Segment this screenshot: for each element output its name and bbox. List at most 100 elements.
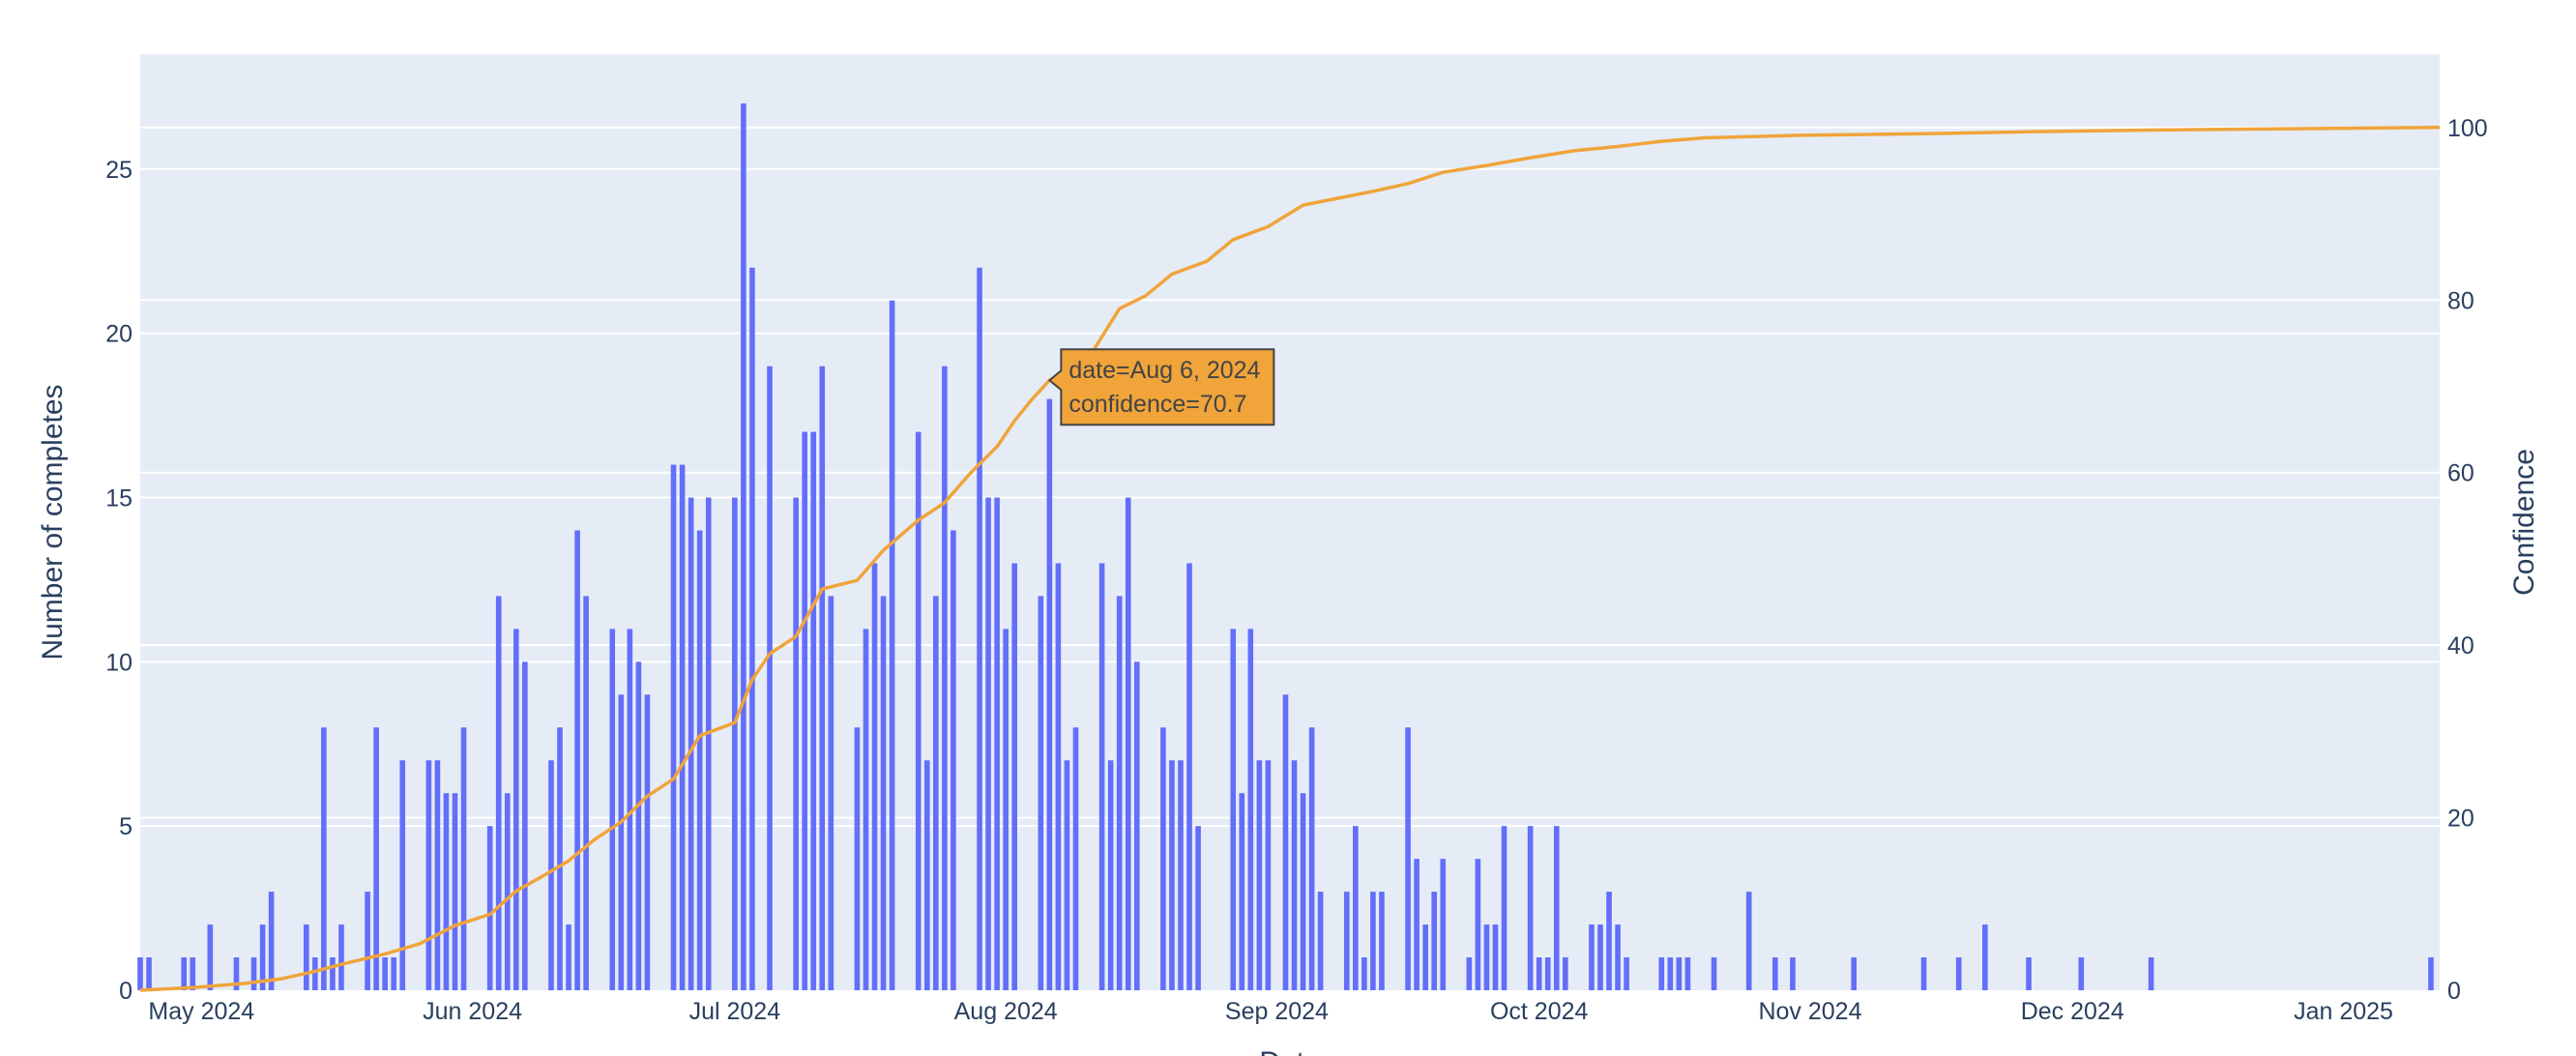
bar [1256, 760, 1263, 990]
bar [233, 957, 240, 990]
bar [1169, 760, 1175, 990]
bar [933, 596, 939, 990]
left-tick-label: 15 [105, 485, 132, 513]
bar [1553, 826, 1560, 990]
hover-tooltip-date: date=Aug 6, 2024 [1068, 357, 1260, 384]
bar [146, 957, 152, 990]
bar [1265, 760, 1272, 990]
bar [635, 661, 642, 990]
bar [460, 727, 467, 990]
right-tick-label: 0 [2447, 978, 2461, 1005]
bar [1676, 957, 1683, 990]
bar [1615, 924, 1621, 990]
hover-tooltip-box [1047, 348, 1275, 426]
bar [1003, 629, 1009, 990]
left-axis-ticks: 0 5 10 15 20 25 [105, 157, 132, 1005]
bar [802, 431, 807, 990]
bar [1133, 661, 1140, 990]
bar [512, 629, 519, 990]
bar [391, 957, 397, 990]
bar [1282, 694, 1289, 990]
bar [2026, 957, 2032, 990]
y-left-axis-title: Number of completes [37, 384, 69, 660]
bar [1563, 957, 1568, 990]
left-tick-label: 25 [105, 157, 132, 184]
right-tick-label: 40 [2447, 632, 2474, 660]
x-tick-label: Aug 2024 [954, 998, 1058, 1025]
bar [767, 366, 773, 991]
bar [1492, 924, 1499, 990]
bar [985, 497, 991, 990]
bar [1230, 629, 1237, 990]
bar [321, 727, 327, 990]
bar [443, 793, 450, 990]
plot-background [140, 54, 2440, 990]
bar [618, 694, 625, 990]
bar [522, 661, 528, 990]
right-tick-label: 20 [2447, 806, 2474, 833]
bar [1160, 727, 1166, 990]
bar [1466, 957, 1473, 990]
bar [1745, 892, 1752, 990]
bar [1379, 892, 1385, 990]
bar [1072, 727, 1079, 990]
bar [1343, 892, 1350, 990]
bar [688, 497, 694, 990]
x-tick-label: Jun 2024 [423, 998, 522, 1025]
bar [644, 694, 651, 990]
bar [495, 596, 502, 990]
bar [1684, 957, 1691, 990]
bar [1098, 563, 1105, 990]
bar [819, 366, 826, 991]
bar [1370, 892, 1376, 990]
bar [1239, 793, 1245, 990]
bar [705, 497, 712, 990]
confidence-line-series [139, 126, 2441, 992]
bar [583, 596, 589, 990]
bar-series [137, 103, 2434, 991]
bar [1597, 924, 1603, 990]
bar [2428, 957, 2434, 990]
bar [1527, 826, 1534, 990]
bar [382, 957, 388, 990]
bar [889, 300, 895, 991]
bar [399, 760, 406, 990]
bar [330, 957, 336, 990]
left-tick-label: 20 [105, 321, 132, 348]
bar [1501, 826, 1508, 990]
bar [190, 957, 196, 990]
bar [574, 530, 580, 990]
bar [312, 957, 318, 990]
bar [1405, 727, 1411, 990]
bar [137, 957, 143, 990]
x-tick-label: Sep 2024 [1225, 998, 1329, 1025]
x-tick-label: Jan 2025 [2294, 998, 2393, 1025]
bar [365, 892, 370, 990]
bar [1790, 957, 1796, 990]
bar [1308, 727, 1315, 990]
bar [1291, 760, 1298, 990]
bar [915, 431, 922, 990]
bar [1658, 957, 1665, 990]
bar [250, 957, 257, 990]
left-tick-label: 10 [105, 649, 132, 676]
hover-tooltip: date=Aug 6, 2024 confidence=70.7 [1047, 348, 1275, 426]
bar [1431, 892, 1437, 990]
bar [923, 760, 930, 990]
bar [452, 793, 458, 990]
bar [1055, 563, 1062, 990]
bar [566, 924, 571, 990]
bar [942, 366, 948, 991]
bar [1116, 596, 1123, 990]
bar [880, 596, 887, 990]
bar [1711, 957, 1717, 990]
bar [504, 793, 511, 990]
bar [1361, 957, 1367, 990]
bar [1851, 957, 1858, 990]
bar [2078, 957, 2085, 990]
bar [1178, 760, 1184, 990]
bar [670, 464, 677, 990]
bar [854, 727, 861, 990]
bar [434, 760, 441, 990]
